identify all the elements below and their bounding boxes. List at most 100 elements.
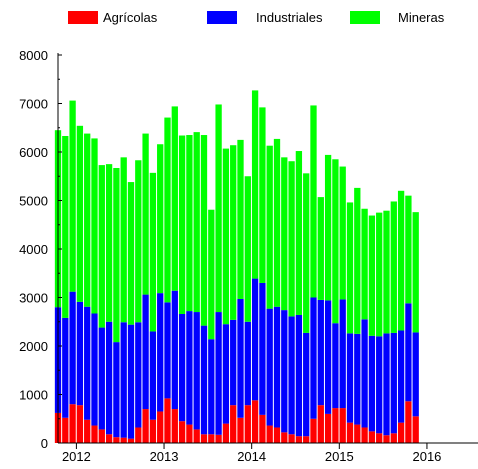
bar-mineras-15	[164, 117, 171, 303]
bar-agrícolas-33	[295, 436, 303, 443]
bar-mineras-36	[317, 197, 324, 300]
bar-mineras-37	[324, 154, 332, 301]
bar-agrícolas-32	[288, 434, 295, 443]
bar-mineras-34	[303, 173, 310, 333]
bar-mineras-31	[281, 157, 288, 311]
bar-industriales-7	[105, 321, 113, 435]
bar-mineras-49	[412, 212, 419, 333]
bar-mineras-18	[186, 135, 193, 312]
bar-industriales-13	[149, 331, 157, 420]
bar-industriales-30	[273, 306, 281, 428]
bar-industriales-41	[354, 333, 361, 425]
bar-industriales-6	[98, 327, 105, 430]
bar-mineras-32	[288, 161, 295, 317]
bar-agrícolas-8	[113, 437, 120, 443]
bar-mineras-6	[98, 165, 105, 328]
bar-agrícolas-21	[208, 434, 215, 443]
bar-agrícolas-38	[332, 408, 339, 443]
axes: 0 1000 2000 3000 4000 5000 6000 7000 8000 2012 201…	[19, 48, 478, 464]
legend-label-1: Industriales	[256, 10, 323, 25]
y-tick-label-0: 0	[41, 436, 48, 451]
bar-agrícolas-49	[412, 416, 419, 443]
bar-agrícolas-43	[368, 431, 376, 443]
bar-mineras-40	[346, 202, 354, 334]
bar-industriales-42	[361, 319, 368, 428]
bar-mineras-33	[295, 151, 303, 315]
bar-agrícolas-36	[317, 405, 324, 443]
x-tick-label-4: 2016	[412, 449, 441, 464]
bar-industriales-8	[113, 342, 120, 438]
bar-industriales-27	[251, 278, 259, 401]
bar-agrícolas-20	[200, 434, 208, 443]
bar-industriales-25	[237, 298, 244, 418]
bar-agrícolas-40	[346, 422, 354, 443]
bar-mineras-3	[76, 125, 84, 302]
bar-agrícolas-23	[222, 423, 230, 443]
bar-agrícolas-12	[142, 409, 149, 443]
bar-industriales-17	[178, 313, 186, 422]
bar-industriales-3	[76, 301, 84, 406]
bar-industriales-2	[69, 291, 76, 405]
bar-agrícolas-28	[259, 414, 266, 443]
bar-industriales-19	[193, 312, 200, 430]
bar-agrícolas-1	[62, 417, 69, 443]
bar-mineras-28	[259, 107, 266, 283]
bar-agrícolas-16	[171, 409, 178, 443]
bar-agrícolas-3	[76, 405, 84, 443]
bar-agrícolas-46	[390, 433, 397, 443]
bar-industriales-14	[157, 293, 164, 412]
bar-industriales-28	[259, 282, 266, 415]
bar-agrícolas-17	[178, 421, 186, 443]
y-tick-label-3: 3000	[19, 291, 48, 306]
bar-mineras-16	[171, 106, 178, 291]
bar-mineras-30	[273, 138, 281, 307]
bar-agrícolas-42	[361, 427, 368, 443]
bar-agrícolas-39	[339, 408, 346, 443]
y-tick-label-2: 2000	[19, 339, 48, 354]
bar-agrícolas-31	[281, 432, 288, 443]
bar-industriales-12	[142, 294, 149, 410]
bar-mineras-8	[113, 168, 120, 343]
x-tick-label-2: 2014	[237, 449, 266, 464]
bar-industriales-16	[171, 290, 178, 410]
bar-mineras-35	[310, 105, 317, 298]
bar-mineras-7	[105, 164, 113, 322]
bar-industriales-45	[383, 333, 390, 436]
bar-mineras-45	[383, 210, 390, 334]
bar-industriales-18	[186, 311, 193, 425]
bar-mineras-4	[84, 133, 91, 307]
bar-mineras-12	[142, 133, 149, 295]
bar-mineras-25	[237, 139, 244, 299]
legend-label-2: Mineras	[398, 10, 445, 25]
bar-agrícolas-10	[127, 438, 135, 443]
bar-agrícolas-47	[397, 422, 405, 443]
bar-mineras-47	[397, 190, 405, 331]
bar-agrícolas-5	[91, 425, 98, 443]
bar-mineras-22	[215, 104, 222, 313]
bar-industriales-36	[317, 299, 324, 406]
bar-agrícolas-41	[354, 424, 361, 443]
bar-industriales-11	[135, 322, 142, 428]
bar-agrícolas-14	[157, 411, 164, 443]
bar-agrícolas-30	[273, 427, 281, 443]
y-tick-label-1: 1000	[19, 388, 48, 403]
bar-industriales-21	[208, 339, 215, 435]
bar-agrícolas-6	[98, 429, 105, 443]
bar-industriales-32	[288, 316, 295, 435]
bar-mineras-1	[62, 136, 69, 318]
bar-mineras-17	[178, 135, 186, 314]
bar-mineras-9	[120, 157, 127, 323]
bar-industriales-15	[164, 302, 171, 399]
bar-mineras-10	[127, 182, 135, 325]
bar-mineras-46	[390, 201, 397, 333]
bars	[54, 90, 419, 443]
legend-swatch-0	[68, 11, 98, 24]
bar-industriales-38	[332, 323, 339, 409]
bar-industriales-9	[120, 322, 127, 438]
bar-agrícolas-48	[405, 401, 412, 443]
bar-industriales-35	[310, 297, 317, 419]
bar-agrícolas-25	[237, 417, 244, 443]
bar-agrícolas-13	[149, 419, 157, 443]
bar-industriales-47	[397, 330, 405, 423]
